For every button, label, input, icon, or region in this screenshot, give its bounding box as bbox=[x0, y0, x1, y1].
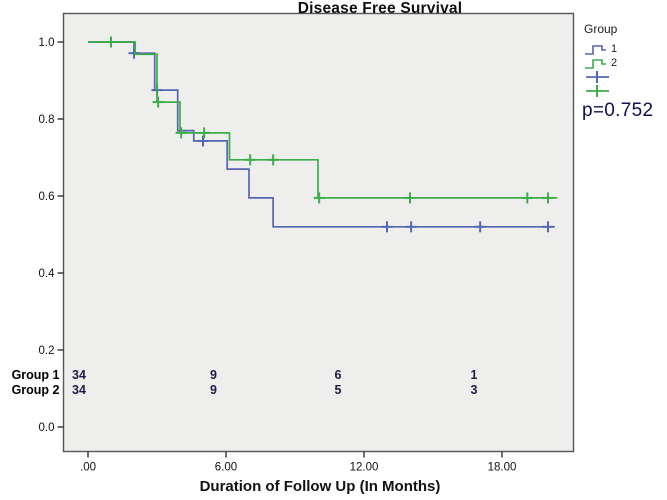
y-tick-label: 0.8 bbox=[39, 114, 55, 126]
at-risk-count: 34 bbox=[72, 368, 86, 382]
at-risk-count: 5 bbox=[335, 383, 342, 397]
legend-item-group2: 2 bbox=[584, 56, 664, 69]
x-tick-label: 6.00 bbox=[215, 462, 237, 474]
x-tick-label: .00 bbox=[80, 462, 96, 474]
at-risk-count: 9 bbox=[210, 383, 217, 397]
censor-plus-icon bbox=[586, 71, 609, 83]
y-tick-label: 1.0 bbox=[39, 37, 55, 49]
p-value-annotation: p=0.752 bbox=[582, 100, 654, 121]
survival-curve-group-2 bbox=[88, 41, 558, 199]
x-tick-label: 18.00 bbox=[488, 462, 517, 474]
legend: Group 1 2 bbox=[584, 22, 664, 98]
at-risk-count: 1 bbox=[471, 368, 478, 382]
at-risk-count: 9 bbox=[210, 368, 217, 382]
legend-censor-group2 bbox=[584, 84, 664, 97]
legend-item-group1: 1 bbox=[584, 42, 664, 55]
at-risk-row-label: Group 2 bbox=[12, 383, 60, 397]
x-tick-label: 12.00 bbox=[350, 462, 379, 474]
y-tick-label: 0.2 bbox=[39, 345, 55, 357]
at-risk-count: 3 bbox=[471, 383, 478, 397]
censor-plus-icon bbox=[586, 85, 609, 97]
step-line-icon bbox=[585, 44, 606, 55]
step-line-icon bbox=[585, 58, 606, 69]
plot-frame bbox=[62, 12, 575, 453]
legend-title: Group bbox=[584, 22, 618, 36]
legend-item-label: 2 bbox=[611, 56, 618, 69]
at-risk-row-label: Group 1 bbox=[12, 368, 60, 382]
legend-item-label: 1 bbox=[611, 42, 618, 55]
y-tick-label: 0.0 bbox=[39, 422, 55, 434]
y-tick-label: 0.4 bbox=[39, 268, 56, 280]
chart-title: Disease Free Survival bbox=[297, 0, 463, 17]
at-risk-count: 6 bbox=[335, 368, 342, 382]
at-risk-count: 34 bbox=[72, 383, 86, 397]
y-tick-label: 0.6 bbox=[39, 191, 55, 203]
legend-censor-group1 bbox=[584, 70, 664, 83]
survival-curve-group-1 bbox=[88, 41, 555, 228]
x-axis-label: Duration of Follow Up (In Months) bbox=[199, 478, 441, 495]
